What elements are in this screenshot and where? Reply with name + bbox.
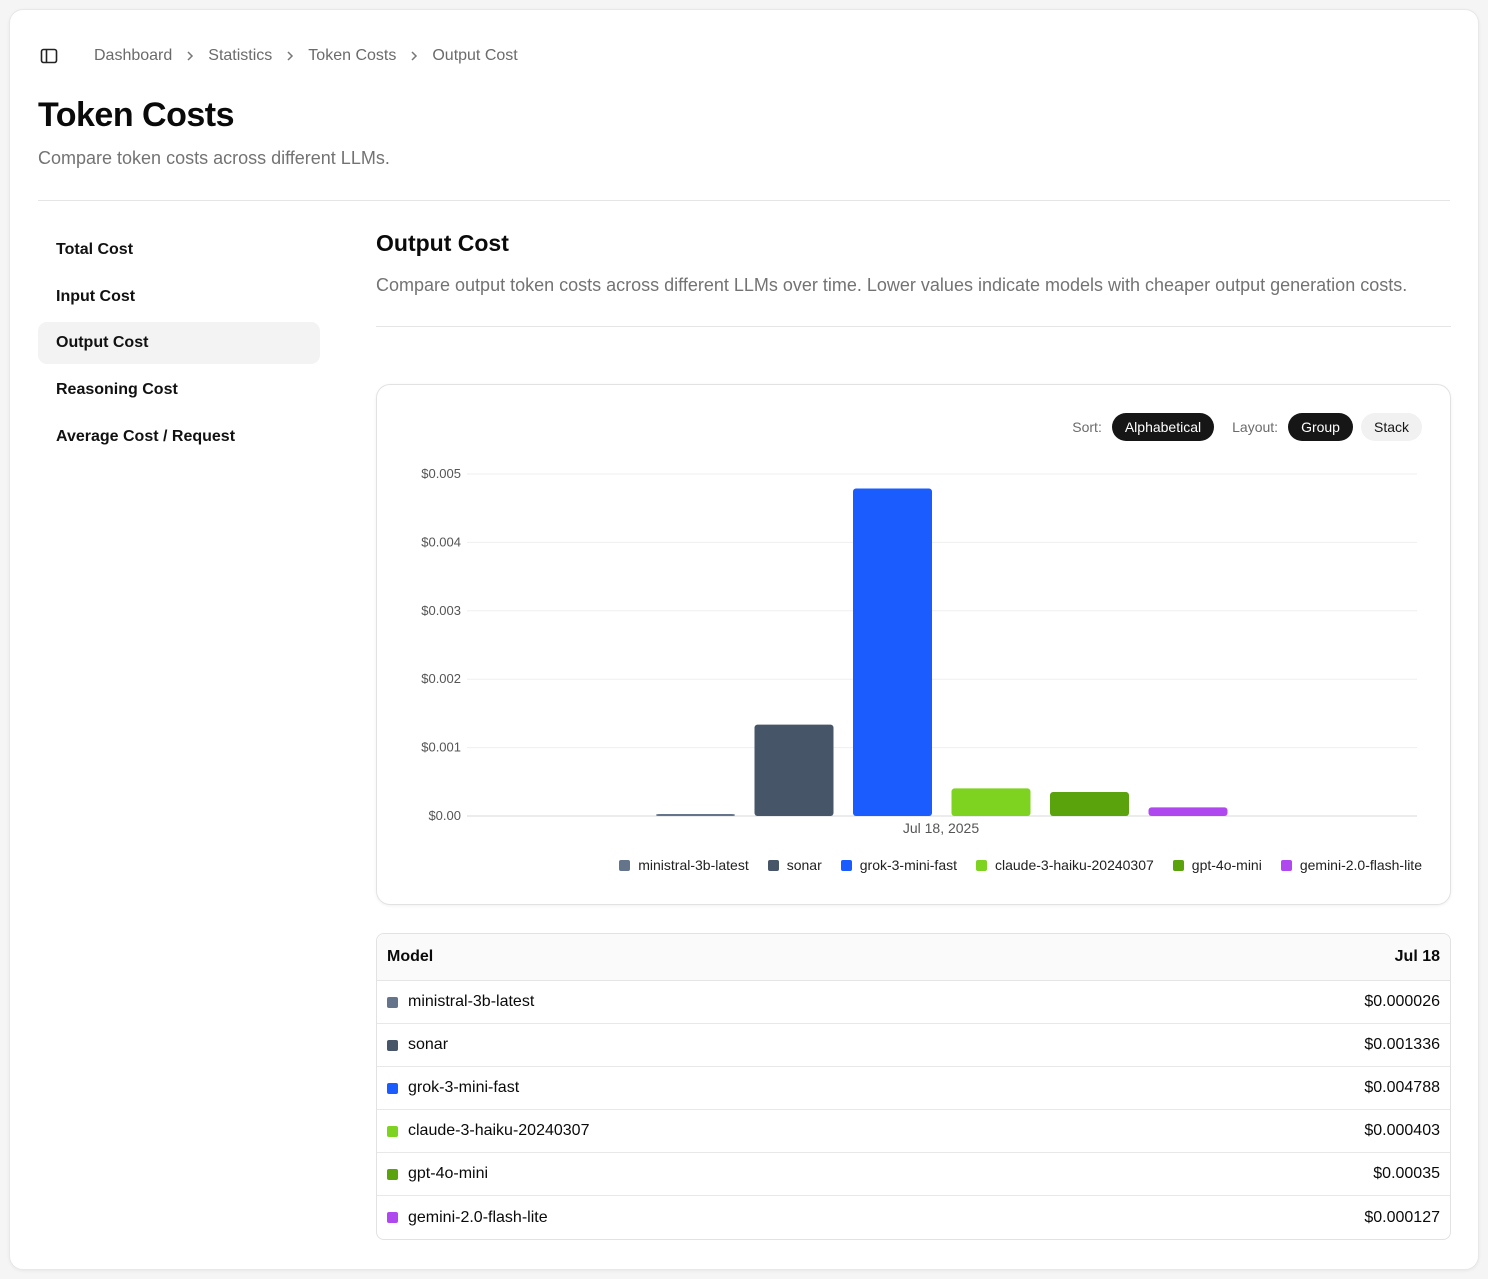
cost-value: $0.004788 xyxy=(1364,1079,1440,1096)
legend-swatch xyxy=(976,859,987,871)
model-color-swatch xyxy=(387,1039,398,1051)
column-header-date: Jul 18 xyxy=(1394,948,1440,965)
model-cell: ministral-3b-latest xyxy=(387,993,534,1011)
model-cell: claude-3-haiku-20240307 xyxy=(387,1122,589,1140)
page-title: Token Costs xyxy=(38,96,235,134)
layout-label: Layout: xyxy=(1232,419,1279,435)
table-header: Model Jul 18 xyxy=(377,934,1450,981)
legend-label: gemini-2.0-flash-lite xyxy=(1299,857,1422,873)
legend-item-grok-3-mini-fast[interactable]: grok-3-mini-fast xyxy=(840,857,957,873)
column-header-model: Model xyxy=(387,948,434,965)
model-color-swatch xyxy=(387,1212,398,1223)
y-tick-label: $0.00 xyxy=(428,808,461,823)
cost-value: $0.000127 xyxy=(1364,1208,1440,1226)
layout-group-button[interactable]: Group xyxy=(1288,413,1353,441)
table-row: gpt-4o-mini $0.00035 xyxy=(377,1153,1450,1196)
table-row: gemini-2.0-flash-lite $0.000127 xyxy=(377,1196,1450,1239)
app-frame: Dashboard Statistics Token Costs Output … xyxy=(9,9,1479,1270)
nav-item-reasoning-cost[interactable]: Reasoning Cost xyxy=(56,381,178,399)
chart-legend: ministral-3b-latest sonar grok-3-mini-fast… xyxy=(600,857,1422,873)
cost-value: $0.001336 xyxy=(1364,1036,1440,1053)
nav-item-total-cost[interactable]: Total Cost xyxy=(56,241,134,258)
model-color-swatch xyxy=(387,996,398,1008)
chevron-right-icon xyxy=(286,50,294,62)
bar-chart: $0.00 $0.001 $0.002 $0.003 $0.004 $0.005 Jul 1… xyxy=(421,466,1417,836)
sort-label: Sort: xyxy=(1072,419,1102,435)
legend-item-claude-3-haiku-20240307[interactable]: claude-3-haiku-20240307 xyxy=(976,857,1154,873)
y-tick-label: $0.003 xyxy=(421,603,461,618)
cost-value: $0.000026 xyxy=(1364,993,1440,1010)
sidebar-toggle-icon[interactable] xyxy=(38,45,60,67)
y-tick-label: $0.001 xyxy=(421,740,461,755)
legend-label: ministral-3b-latest xyxy=(638,857,749,873)
model-color-swatch xyxy=(387,1168,398,1180)
nav-item-average-cost-request[interactable]: Average Cost / Request xyxy=(56,427,236,445)
legend-item-sonar[interactable]: sonar xyxy=(767,857,822,873)
breadcrumb: Dashboard Statistics Token Costs Output … xyxy=(94,47,518,65)
divider xyxy=(376,326,1451,327)
chart-card: Sort: Alphabetical Layout: Group Stack $… xyxy=(376,384,1451,905)
bar-claude-3-haiku-20240307[interactable] xyxy=(951,788,1031,816)
top-bar: Dashboard Statistics Token Costs Output … xyxy=(38,34,518,78)
section-description: Compare output token costs across differ… xyxy=(376,275,1408,295)
model-color-swatch xyxy=(387,1125,398,1137)
side-nav: Total Cost Input Cost Output Cost Reason… xyxy=(38,229,320,462)
y-tick-label: $0.004 xyxy=(421,534,461,549)
legend-item-gemini-2.0-flash-lite[interactable]: gemini-2.0-flash-lite xyxy=(1280,857,1422,873)
legend-swatch xyxy=(840,859,852,871)
legend-swatch xyxy=(619,859,631,871)
bar-gemini-2.0-flash-lite[interactable] xyxy=(1148,807,1228,816)
model-cell: sonar xyxy=(387,1036,448,1054)
cost-table: Model Jul 18 ministral-3b-latest $0.00002… xyxy=(376,933,1451,1240)
model-name: claude-3-haiku-20240307 xyxy=(408,1122,590,1139)
section-header: Output Cost Compare output token costs a… xyxy=(376,230,1451,327)
breadcrumb-statistics[interactable]: Statistics xyxy=(208,47,273,64)
legend-swatch xyxy=(1280,859,1292,871)
y-tick-label: $0.005 xyxy=(421,466,461,481)
nav-item-output-cost[interactable]: Output Cost xyxy=(38,322,320,365)
x-tick-label: Jul 18, 2025 xyxy=(903,820,979,836)
model-color-swatch xyxy=(387,1082,398,1094)
chevron-right-icon xyxy=(410,50,418,62)
breadcrumb-dashboard[interactable]: Dashboard xyxy=(94,47,173,64)
legend-label: sonar xyxy=(786,857,822,873)
chevron-right-icon xyxy=(186,50,194,62)
bar-gpt-4o-mini[interactable] xyxy=(1050,792,1129,816)
model-cell: gpt-4o-mini xyxy=(387,1165,488,1183)
sort-alphabetical-button[interactable]: Alphabetical xyxy=(1111,413,1215,441)
model-name: ministral-3b-latest xyxy=(408,993,535,1010)
legend-label: grok-3-mini-fast xyxy=(859,857,957,873)
legend-item-ministral-3b-latest[interactable]: ministral-3b-latest xyxy=(619,857,749,873)
model-name: grok-3-mini-fast xyxy=(408,1079,520,1096)
nav-item-input-cost[interactable]: Input Cost xyxy=(56,287,136,305)
model-name: gemini-2.0-flash-lite xyxy=(408,1208,548,1226)
cost-value: $0.00035 xyxy=(1373,1165,1440,1182)
legend-swatch xyxy=(767,859,779,871)
bar-grok-3-mini-fast[interactable] xyxy=(853,488,932,816)
legend-label: gpt-4o-mini xyxy=(1191,857,1262,873)
model-cell: grok-3-mini-fast xyxy=(387,1079,519,1097)
y-tick-label: $0.002 xyxy=(421,671,461,686)
model-cell: gemini-2.0-flash-lite xyxy=(387,1209,548,1227)
legend-item-gpt-4o-mini[interactable]: gpt-4o-mini xyxy=(1172,857,1262,873)
model-name: sonar xyxy=(408,1036,449,1053)
section-title: Output Cost xyxy=(376,230,509,256)
page-subtitle: Compare token costs across different LLM… xyxy=(38,148,390,168)
table-row: sonar $0.001336 xyxy=(377,1024,1450,1067)
bar-ministral-3b-latest[interactable] xyxy=(656,814,735,816)
table-row: grok-3-mini-fast $0.004788 xyxy=(377,1067,1450,1110)
table-row: ministral-3b-latest $0.000026 xyxy=(377,981,1450,1024)
legend-label: claude-3-haiku-20240307 xyxy=(995,857,1154,873)
legend-swatch xyxy=(1172,859,1184,871)
divider xyxy=(38,200,1450,201)
breadcrumb-output-cost: Output Cost xyxy=(432,47,518,64)
bar-sonar[interactable] xyxy=(754,724,834,816)
chart-controls: Sort: Alphabetical Layout: Group Stack xyxy=(1072,413,1422,441)
cost-value: $0.000403 xyxy=(1364,1122,1440,1139)
table-row: claude-3-haiku-20240307 $0.000403 xyxy=(377,1110,1450,1153)
model-name: gpt-4o-mini xyxy=(408,1165,489,1182)
breadcrumb-token-costs[interactable]: Token Costs xyxy=(308,47,397,64)
layout-stack-button[interactable]: Stack xyxy=(1360,413,1422,441)
